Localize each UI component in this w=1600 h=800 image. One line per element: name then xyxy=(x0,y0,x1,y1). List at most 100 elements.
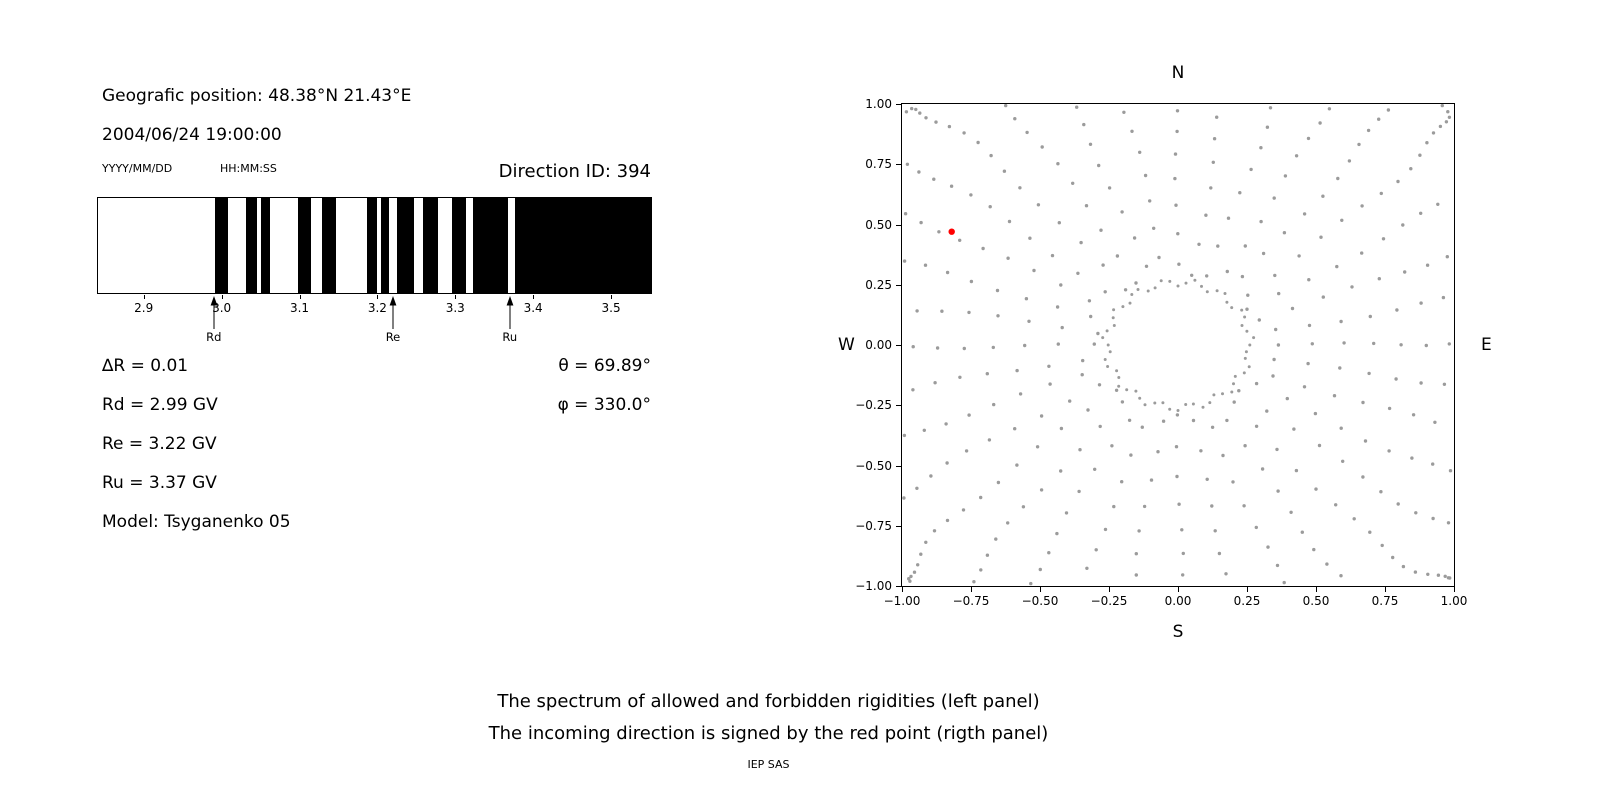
spectrum-tick-mark xyxy=(533,295,535,299)
asymptotic-dot xyxy=(1084,204,1089,208)
asymptotic-dot xyxy=(1275,563,1280,568)
asymptotic-dot xyxy=(1215,115,1219,119)
asymptotic-dot xyxy=(1431,131,1436,135)
asymptotic-dot xyxy=(1224,572,1228,576)
asymptotic-dot xyxy=(992,402,996,407)
asymptotic-dot xyxy=(1424,343,1428,348)
asymptotic-dot xyxy=(902,433,907,438)
asymptotic-dot xyxy=(1097,163,1101,168)
asymptotic-dot xyxy=(1059,469,1063,473)
direction-xtick-label: −0.75 xyxy=(952,594,990,608)
asymptotic-dot xyxy=(935,346,940,350)
asymptotic-dot xyxy=(1018,392,1023,396)
asymptotic-dot xyxy=(1168,279,1172,283)
asymptotic-dot xyxy=(1013,117,1017,121)
asymptotic-dot xyxy=(1112,504,1116,509)
asymptotic-dot xyxy=(1175,413,1180,417)
direction-ytick-label: 0.75 xyxy=(865,157,892,172)
asymptotic-dot xyxy=(1101,263,1105,267)
asymptotic-dot xyxy=(1363,439,1368,443)
asymptotic-dot xyxy=(1403,270,1407,274)
asymptotic-dot xyxy=(1029,581,1033,586)
spectrum-tick-label: 3.1 xyxy=(289,301,310,315)
direction-ytick-label: 1.00 xyxy=(865,97,892,111)
asymptotic-dot xyxy=(1123,288,1128,292)
ru-value: Ru = 3.37 GV xyxy=(102,473,217,493)
asymptotic-dot xyxy=(1085,566,1089,570)
direction-xtick-mark xyxy=(1316,587,1317,592)
asymptotic-dot xyxy=(945,461,949,465)
asymptotic-dot xyxy=(1136,288,1140,291)
direction-ytick-mark xyxy=(896,284,901,286)
asymptotic-dot xyxy=(908,579,912,583)
direction-ytick-label: 0.25 xyxy=(865,277,892,292)
direction-ytick-mark xyxy=(896,224,901,226)
spectrum-tick-label: 3.5 xyxy=(601,301,621,315)
asymptotic-dot xyxy=(1357,142,1361,147)
figure-caption: The spectrum of allowed and forbidden ri… xyxy=(0,686,1537,771)
asymptotic-dot xyxy=(1015,463,1019,467)
asymptotic-dot xyxy=(1232,382,1235,386)
asymptotic-dot xyxy=(1076,271,1080,275)
asymptotic-dot xyxy=(1056,342,1060,346)
asymptotic-dot xyxy=(1334,503,1338,507)
asymptotic-dot xyxy=(947,124,952,129)
asymptotic-dot xyxy=(1302,385,1307,389)
asymptotic-dot xyxy=(1174,445,1179,449)
asymptotic-dot xyxy=(1277,291,1281,296)
asymptotic-dot xyxy=(1240,274,1245,279)
asymptotic-dot xyxy=(1059,283,1063,287)
direction-xtick-label: 0.50 xyxy=(1302,594,1330,608)
asymptotic-dot xyxy=(1448,469,1453,473)
direction-xtick-mark xyxy=(1178,587,1179,592)
asymptotic-dot xyxy=(1117,384,1121,388)
compass-label-west: W xyxy=(838,335,855,355)
asymptotic-dot xyxy=(1409,167,1413,171)
asymptotic-dot xyxy=(1174,203,1178,207)
asymptotic-dot xyxy=(1127,418,1132,422)
asymptotic-dot xyxy=(1282,231,1287,235)
direction-ytick-mark xyxy=(896,405,901,407)
asymptotic-dot xyxy=(919,552,923,556)
asymptotic-dot xyxy=(1418,153,1422,157)
asymptotic-dot xyxy=(1233,374,1237,378)
asymptotic-dot xyxy=(1216,244,1220,248)
geographic-position: Geografic position: 48.38°N 21.43°E xyxy=(102,86,412,106)
asymptotic-dot xyxy=(1175,109,1180,113)
asymptotic-dot xyxy=(1381,237,1386,241)
asymptotic-dot xyxy=(1140,425,1144,429)
asymptotic-dot xyxy=(1225,300,1229,304)
asymptotic-dot xyxy=(1068,399,1072,403)
asymptotic-dot xyxy=(1230,390,1234,394)
direction-xtick-mark xyxy=(1040,587,1041,592)
asymptotic-dot xyxy=(969,193,973,197)
asymptotic-dot xyxy=(1254,424,1259,428)
asymptotic-dot xyxy=(1282,580,1286,585)
asymptotic-dot xyxy=(918,111,922,115)
asymptotic-dot xyxy=(1153,401,1157,405)
asymptotic-dot xyxy=(1106,365,1110,368)
asymptotic-dot xyxy=(1210,425,1215,429)
asymptotic-dot xyxy=(996,480,1001,485)
allowed-rigidity-band xyxy=(451,198,467,293)
asymptotic-dot xyxy=(1339,574,1343,578)
asymptotic-dot xyxy=(1138,150,1142,154)
incoming-direction-red-point xyxy=(948,228,955,235)
asymptotic-dot xyxy=(1094,548,1098,552)
asymptotic-dot xyxy=(1292,427,1296,431)
asymptotic-dot xyxy=(967,413,971,417)
spectrum-tick-mark xyxy=(611,295,613,299)
spectrum-tick-label: 2.9 xyxy=(134,301,154,315)
asymptotic-dot xyxy=(1360,251,1364,255)
asymptotic-dot xyxy=(1310,342,1314,346)
asymptotic-dot xyxy=(1211,160,1215,164)
asymptotic-dot xyxy=(1268,106,1273,110)
asymptotic-dot xyxy=(916,563,920,567)
asymptotic-dot xyxy=(1197,242,1201,246)
asymptotic-dot xyxy=(967,310,971,315)
spectrum-tick-label: 3.2 xyxy=(367,301,387,315)
spectrum-tick-label: 3.3 xyxy=(445,301,465,315)
asymptotic-dot xyxy=(1289,510,1293,514)
asymptotic-dot xyxy=(1122,110,1126,114)
